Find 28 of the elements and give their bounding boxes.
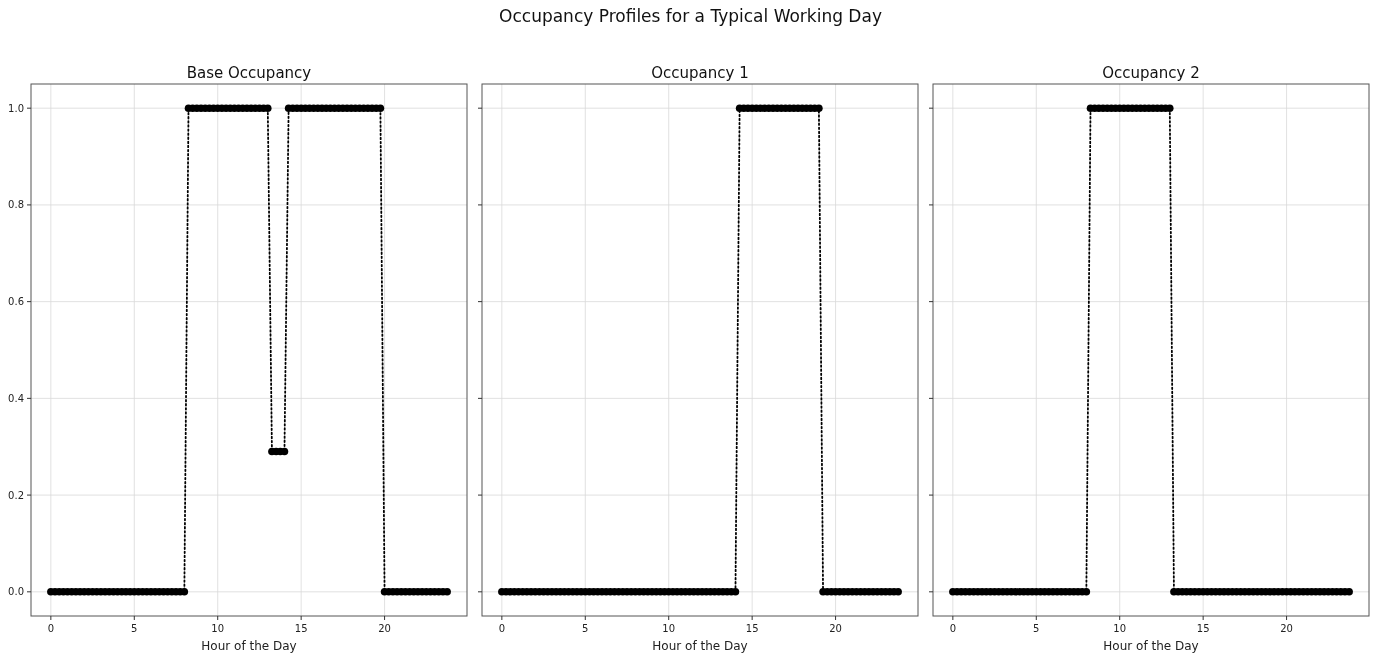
- chart-title: Occupancy 2: [1102, 64, 1200, 82]
- x-tick-label: 5: [582, 623, 589, 634]
- x-tick-label: 15: [1196, 623, 1210, 634]
- chart-title: Base Occupancy: [186, 64, 312, 82]
- x-tick-label: 0: [949, 623, 957, 634]
- chart-title: Occupancy 1: [651, 64, 749, 82]
- x-tick-label: 10: [662, 623, 676, 634]
- x-axis-title: Hour of the Day: [201, 639, 297, 653]
- y-tick-label: 1.0: [8, 102, 24, 114]
- x-tick-label: 5: [131, 623, 138, 634]
- x-axis-title: Hour of the Day: [652, 639, 748, 653]
- x-tick-label: 20: [829, 623, 842, 634]
- x-tick-label: 0: [47, 623, 55, 634]
- x-tick-label: 15: [745, 623, 759, 634]
- x-tick-label: 5: [1033, 623, 1040, 634]
- x-axis-title: Hour of the Day: [1103, 639, 1199, 653]
- x-tick-label: 20: [378, 623, 391, 634]
- y-tick-label: 0.2: [8, 489, 24, 501]
- x-tick-label: 10: [1113, 623, 1127, 634]
- y-tick-label: 0.0: [8, 586, 24, 598]
- x-tick-label: 15: [294, 623, 308, 634]
- y-tick-label: 0.4: [8, 392, 24, 404]
- text: Occupancy Profiles for a Typical Working Day: [499, 6, 882, 26]
- y-tick-label: 0.8: [8, 199, 24, 211]
- y-tick-label: 0.6: [8, 296, 24, 308]
- x-tick-label: 20: [1280, 623, 1293, 634]
- x-tick-label: 10: [211, 623, 225, 634]
- x-tick-label: 0: [498, 623, 506, 634]
